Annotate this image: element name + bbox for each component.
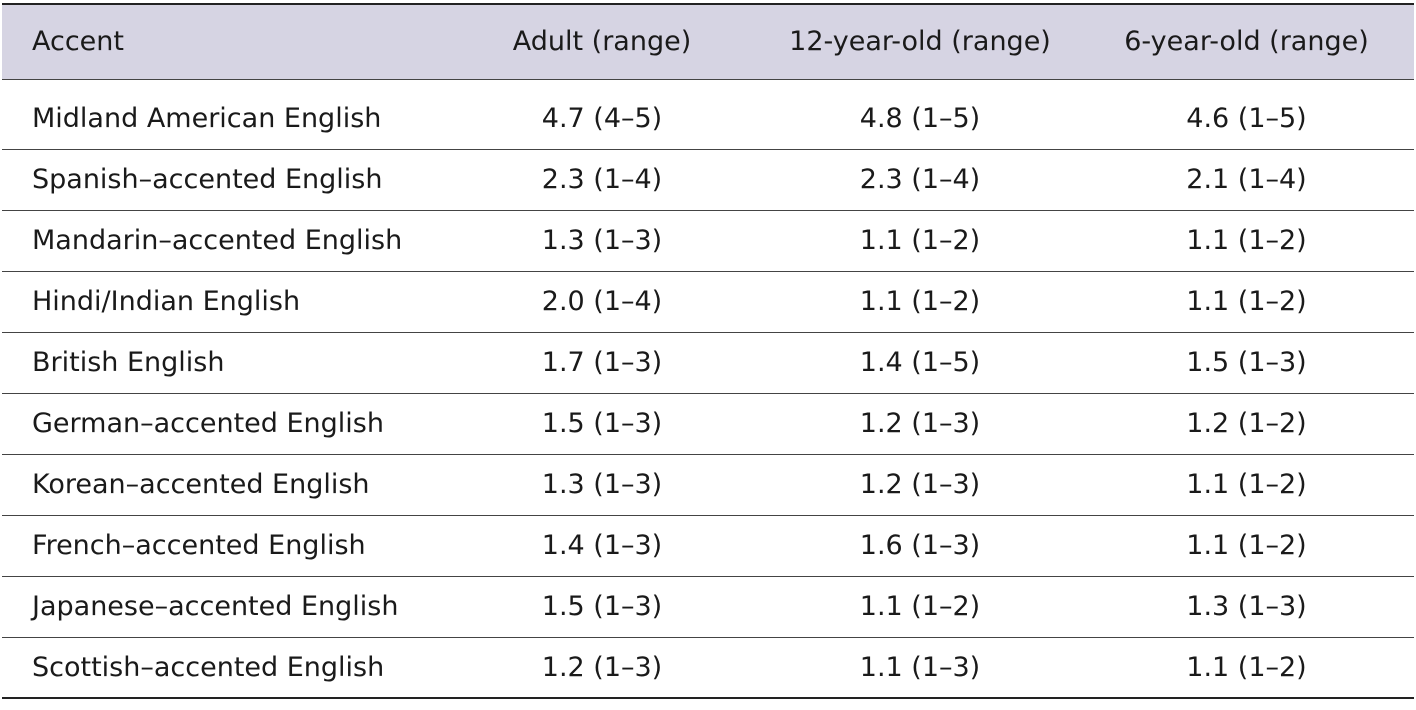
adult-cell: 2.3 (1–4) xyxy=(541,164,663,195)
accent-cell: Hindi/Indian English xyxy=(32,286,301,317)
table-row: Spanish–accented English 2.3 (1–4) 2.3 (… xyxy=(2,149,1414,210)
accent-cell: Spanish–accented English xyxy=(32,164,383,195)
twelve-year-old-cell: 2.3 (1–4) xyxy=(859,164,981,195)
six-year-old-cell: 1.1 (1–2) xyxy=(1186,469,1307,500)
accent-cell: Scottish–accented English xyxy=(32,651,385,683)
six-year-old-cell: 1.5 (1–3) xyxy=(1186,347,1307,378)
column-header-adult: Adult (range) xyxy=(443,3,761,80)
six-year-old-cell: 1.1 (1–2) xyxy=(1186,651,1307,683)
accent-cell: French–accented English xyxy=(32,530,366,561)
adult-cell: 2.0 (1–4) xyxy=(541,286,663,317)
adult-cell: 1.4 (1–3) xyxy=(541,530,663,561)
table-row: Hindi/Indian English 2.0 (1–4) 1.1 (1–2)… xyxy=(2,271,1414,332)
six-year-old-cell: 1.1 (1–2) xyxy=(1186,225,1307,256)
table-header: Accent Adult (range) 12-year-old (range)… xyxy=(2,3,1414,80)
table-row: Japanese–accented English 1.5 (1–3) 1.1 … xyxy=(2,576,1414,637)
accent-cell: Mandarin–accented English xyxy=(32,225,403,256)
twelve-year-old-cell: 1.4 (1–5) xyxy=(859,347,981,378)
twelve-year-old-cell: 1.2 (1–3) xyxy=(859,469,981,500)
six-year-old-cell: 2.1 (1–4) xyxy=(1186,164,1307,195)
twelve-year-old-cell: 1.1 (1–2) xyxy=(859,286,981,317)
six-year-old-cell: 4.6 (1–5) xyxy=(1186,103,1307,134)
twelve-year-old-cell: 1.1 (1–2) xyxy=(859,591,981,622)
twelve-year-old-cell: 4.8 (1–5) xyxy=(859,103,981,134)
column-header-6-year-old: 6-year-old (range) xyxy=(1079,3,1414,80)
six-year-old-cell: 1.3 (1–3) xyxy=(1186,591,1307,622)
adult-cell: 4.7 (4–5) xyxy=(541,103,663,134)
table-row: Korean–accented English 1.3 (1–3) 1.2 (1… xyxy=(2,454,1414,515)
twelve-year-old-cell: 1.1 (1–2) xyxy=(859,225,981,256)
column-header-12-year-old: 12-year-old (range) xyxy=(761,3,1079,80)
adult-cell: 1.3 (1–3) xyxy=(541,469,663,500)
adult-cell: 1.7 (1–3) xyxy=(541,347,663,378)
accent-cell: British English xyxy=(32,347,225,378)
twelve-year-old-cell: 1.6 (1–3) xyxy=(859,530,981,561)
adult-cell: 1.2 (1–3) xyxy=(541,651,663,683)
six-year-old-cell: 1.1 (1–2) xyxy=(1186,530,1307,561)
accent-cell: Japanese–accented English xyxy=(32,591,399,622)
table-row: British English 1.7 (1–3) 1.4 (1–5) 1.5 … xyxy=(2,332,1414,393)
header-row: Accent Adult (range) 12-year-old (range)… xyxy=(2,3,1414,80)
table-row: Scottish–accented English 1.2 (1–3) 1.1 … xyxy=(2,637,1414,698)
accent-cell: Midland American English xyxy=(32,103,382,134)
table-row: Midland American English 4.7 (4–5) 4.8 (… xyxy=(2,79,1414,149)
adult-cell: 1.5 (1–3) xyxy=(541,408,663,439)
accent-ratings-table-container: Accent Adult (range) 12-year-old (range)… xyxy=(2,3,1414,699)
accent-cell: Korean–accented English xyxy=(32,469,370,500)
adult-cell: 1.3 (1–3) xyxy=(541,225,663,256)
adult-cell: 1.5 (1–3) xyxy=(541,591,663,622)
table-row: French–accented English 1.4 (1–3) 1.6 (1… xyxy=(2,515,1414,576)
accent-ratings-table: Accent Adult (range) 12-year-old (range)… xyxy=(2,3,1414,699)
table-row: German–accented English 1.5 (1–3) 1.2 (1… xyxy=(2,393,1414,454)
column-header-accent: Accent xyxy=(2,3,443,80)
accent-cell: German–accented English xyxy=(32,408,384,439)
six-year-old-cell: 1.2 (1–2) xyxy=(1186,408,1307,439)
twelve-year-old-cell: 1.2 (1–3) xyxy=(859,408,981,439)
six-year-old-cell: 1.1 (1–2) xyxy=(1186,286,1307,317)
table-row: Mandarin–accented English 1.3 (1–3) 1.1 … xyxy=(2,210,1414,271)
twelve-year-old-cell: 1.1 (1–3) xyxy=(859,651,981,683)
table-body: Midland American English 4.7 (4–5) 4.8 (… xyxy=(2,79,1414,698)
